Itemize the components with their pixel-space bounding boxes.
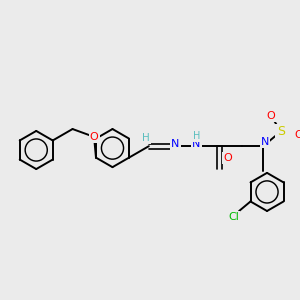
Text: N: N [261,137,269,147]
Text: O: O [224,153,232,163]
Text: O: O [267,111,276,121]
Text: H: H [142,133,150,142]
Text: N: N [171,139,180,149]
Text: Cl: Cl [228,212,239,222]
Text: S: S [277,125,285,138]
Text: O: O [90,132,98,142]
Text: O: O [295,130,300,140]
Text: N: N [192,139,201,149]
Text: H: H [193,131,200,141]
